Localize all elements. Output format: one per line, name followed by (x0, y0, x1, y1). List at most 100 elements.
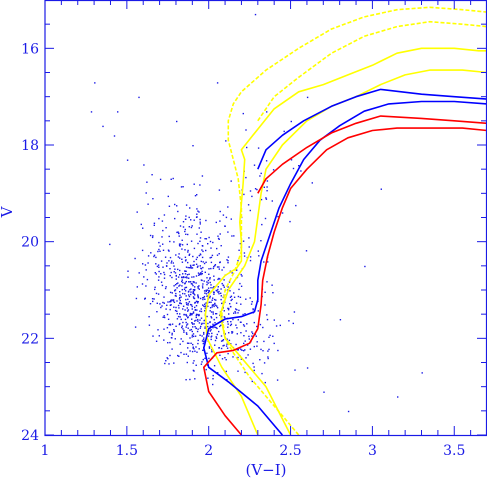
data-point (192, 296, 195, 298)
data-point (228, 332, 230, 334)
data-point (153, 254, 156, 256)
data-point (255, 335, 257, 337)
data-point (179, 274, 181, 276)
data-point (194, 301, 196, 304)
data-point (200, 272, 202, 274)
data-point (194, 306, 196, 309)
isochrone-curve-8 (257, 115, 487, 194)
y-tick-label: 22 (21, 331, 39, 347)
data-point (196, 330, 199, 333)
data-point (204, 238, 206, 240)
data-point (260, 172, 262, 175)
data-point (221, 269, 223, 271)
data-point (166, 357, 168, 359)
data-point (242, 324, 245, 326)
data-point (175, 306, 177, 309)
data-point (193, 370, 195, 372)
data-point (190, 226, 193, 229)
data-point (212, 311, 214, 313)
data-point (178, 285, 180, 287)
data-point (250, 303, 253, 305)
data-point (220, 295, 222, 297)
data-point (245, 129, 247, 131)
data-point (199, 265, 201, 267)
data-point (195, 327, 197, 329)
data-point (228, 313, 230, 315)
data-point (199, 327, 201, 329)
data-point (167, 342, 169, 344)
data-point (216, 247, 218, 250)
data-point (294, 369, 296, 371)
data-point (201, 270, 203, 273)
data-point (196, 302, 199, 304)
data-point (169, 291, 172, 294)
data-point (215, 304, 217, 307)
data-point (162, 243, 164, 245)
data-point (143, 164, 145, 166)
data-point (208, 347, 211, 349)
data-point (181, 244, 184, 246)
data-point (196, 300, 198, 303)
data-point (205, 219, 207, 222)
data-point (193, 323, 195, 325)
data-point (179, 316, 181, 318)
data-point (182, 292, 184, 295)
data-point (218, 268, 220, 270)
data-point (198, 211, 200, 213)
data-point (201, 322, 203, 325)
data-point (253, 345, 255, 348)
data-point (205, 249, 207, 252)
data-point (230, 323, 233, 325)
data-point (182, 281, 184, 284)
data-point (163, 315, 165, 317)
data-point (179, 291, 181, 293)
data-point (243, 252, 246, 254)
data-point (181, 248, 183, 250)
data-point (174, 272, 177, 274)
x-axis-label: (V−I) (245, 461, 286, 479)
data-point (203, 290, 206, 292)
data-point (152, 235, 154, 237)
data-point (213, 291, 215, 294)
data-point (176, 310, 178, 312)
data-point (178, 323, 181, 326)
data-point (261, 223, 263, 226)
data-point (220, 292, 222, 294)
data-point (203, 341, 205, 343)
data-point (204, 357, 206, 360)
data-point (263, 362, 266, 364)
data-point (238, 249, 240, 251)
data-point (240, 332, 242, 334)
data-point (195, 263, 198, 265)
data-point (187, 261, 189, 264)
data-point (154, 288, 156, 291)
scatter-points (90, 13, 423, 413)
data-point (197, 296, 199, 298)
data-point (157, 264, 160, 266)
data-point (259, 359, 261, 361)
data-point (201, 361, 203, 363)
data-point (169, 304, 172, 306)
data-point (215, 221, 217, 224)
data-point (283, 130, 285, 133)
data-point (213, 305, 215, 308)
data-point (199, 297, 202, 300)
data-point (177, 282, 179, 284)
data-point (214, 265, 216, 267)
data-point (218, 277, 220, 280)
data-point (163, 271, 165, 274)
data-point (196, 233, 198, 235)
data-point (196, 256, 198, 259)
data-point (159, 245, 161, 247)
data-point (223, 266, 225, 269)
data-point (243, 193, 245, 196)
data-point (179, 269, 181, 272)
data-point (201, 285, 204, 287)
data-point (169, 308, 171, 311)
data-point (193, 360, 195, 362)
data-point (168, 260, 170, 262)
data-point (243, 335, 245, 337)
data-point (190, 240, 193, 242)
data-point (247, 204, 250, 206)
data-point (222, 339, 225, 341)
